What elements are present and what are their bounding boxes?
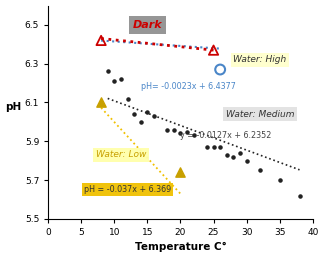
Text: Water: Medium: Water: Medium	[226, 110, 294, 119]
Text: Water: Low: Water: Low	[96, 150, 146, 159]
Text: pH= -0.0023x + 6.4377: pH= -0.0023x + 6.4377	[141, 83, 236, 92]
Text: Dark: Dark	[133, 20, 162, 30]
Point	[244, 159, 249, 163]
Point	[118, 77, 123, 81]
Point	[211, 145, 216, 149]
Point	[112, 79, 117, 83]
Point	[98, 100, 104, 104]
Text: y = -0.0127x + 6.2352: y = -0.0127x + 6.2352	[180, 131, 272, 140]
Point	[145, 110, 150, 114]
Point	[204, 145, 210, 149]
Point	[191, 133, 196, 138]
Point	[184, 130, 190, 134]
Point	[105, 69, 110, 74]
Point	[297, 194, 302, 198]
Point	[151, 114, 156, 118]
Point	[98, 38, 104, 43]
Point	[132, 112, 137, 116]
Point	[224, 153, 229, 157]
Point	[218, 67, 223, 71]
Point	[218, 145, 223, 149]
Point	[178, 170, 183, 174]
Point	[125, 96, 130, 101]
Point	[237, 151, 243, 155]
Point	[257, 168, 262, 172]
Text: Water: High: Water: High	[233, 55, 286, 64]
Point	[211, 48, 216, 52]
X-axis label: Temperature C°: Temperature C°	[134, 242, 226, 252]
Point	[165, 127, 170, 132]
Point	[231, 155, 236, 159]
Y-axis label: pH: pH	[6, 102, 22, 112]
Text: pH = -0.037x + 6.369: pH = -0.037x + 6.369	[84, 185, 171, 194]
Point	[277, 178, 282, 182]
Point	[178, 131, 183, 135]
Point	[171, 127, 177, 132]
Point	[138, 120, 144, 124]
